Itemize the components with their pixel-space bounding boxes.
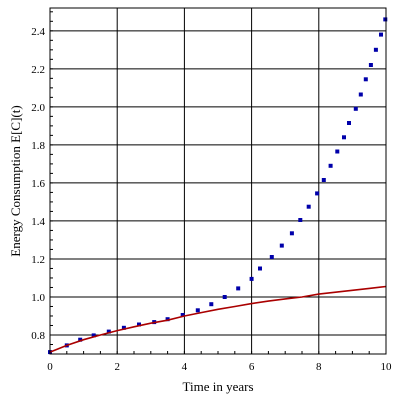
series-point (222, 295, 227, 299)
x-tick-label: 2 (114, 361, 120, 373)
series-point (298, 218, 303, 222)
series-point (236, 286, 241, 291)
series-point (358, 92, 363, 97)
series-point (269, 255, 274, 259)
y-axis-label: Energy Consumption E[C](t) (8, 105, 23, 256)
series-point (249, 276, 254, 281)
x-axis-label: Time in years (182, 379, 253, 394)
series-point (137, 322, 141, 327)
series-point (165, 317, 170, 322)
series-layer (48, 17, 388, 355)
series-line-solid (49, 285, 387, 353)
y-tick-label: 1.8 (31, 140, 45, 152)
series-point (315, 191, 320, 196)
series-point (306, 204, 311, 209)
series-point (258, 266, 262, 271)
series-point (328, 163, 333, 168)
series-point (379, 32, 383, 37)
x-tick-label: 0 (47, 361, 53, 373)
y-tick-label: 0.8 (31, 330, 45, 342)
series-point (289, 231, 294, 236)
x-tick-label: 6 (249, 361, 255, 373)
series-point (321, 178, 326, 182)
series-point (373, 47, 378, 52)
x-tick-label: 8 (316, 361, 322, 373)
series-point (195, 308, 200, 313)
x-tick-label: 10 (381, 361, 393, 373)
series-point (342, 135, 346, 140)
series-point (209, 302, 214, 307)
ticks: 0 2 4 6 8 10 0.8 1.0 1.2 1.4 1.6 1.8 2.0 2.2 2.4 (31, 11, 393, 373)
y-tick-label: 1.4 (31, 216, 45, 228)
series-point (353, 106, 358, 111)
series-point (78, 337, 83, 342)
series-point (121, 325, 126, 330)
y-tick-label: 2.4 (31, 26, 45, 38)
series-point (180, 313, 185, 317)
y-tick-label: 2.2 (31, 64, 45, 76)
y-tick-label: 1.6 (31, 178, 45, 190)
series-point (363, 77, 368, 82)
series-point (347, 121, 351, 125)
series-point (279, 243, 284, 248)
series-point (91, 333, 96, 338)
y-tick-label: 2.0 (31, 102, 45, 114)
series-point (383, 17, 388, 22)
series-point (335, 149, 340, 154)
y-tick-label: 1.2 (31, 254, 45, 266)
x-tick-label: 4 (182, 361, 188, 373)
y-tick-label: 1.0 (31, 292, 45, 304)
series-point (106, 329, 111, 334)
series-point (368, 63, 373, 67)
